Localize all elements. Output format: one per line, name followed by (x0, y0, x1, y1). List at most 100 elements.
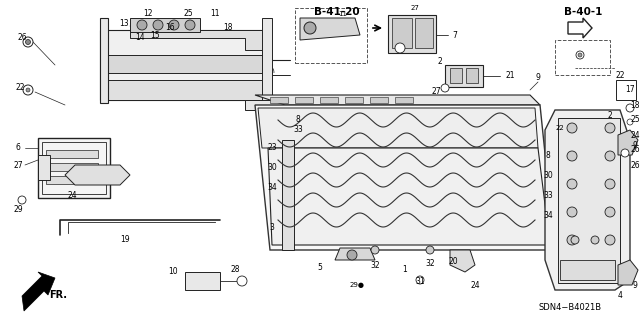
Circle shape (371, 246, 379, 254)
Polygon shape (568, 18, 592, 38)
Text: 27: 27 (13, 160, 23, 169)
Bar (558, 118, 620, 283)
Polygon shape (335, 248, 375, 260)
Circle shape (185, 20, 195, 30)
Text: B-40-1: B-40-1 (564, 7, 602, 17)
Text: 33: 33 (293, 125, 303, 135)
Bar (185, 272, 220, 290)
Text: 34: 34 (267, 183, 277, 192)
Text: 9: 9 (632, 140, 637, 150)
Text: 32: 32 (370, 261, 380, 270)
Text: 12: 12 (143, 10, 153, 19)
Text: 21: 21 (505, 71, 515, 80)
Bar (282, 140, 294, 250)
Text: 11: 11 (211, 10, 220, 19)
Text: 30: 30 (543, 170, 553, 180)
Circle shape (441, 84, 449, 92)
Text: 5: 5 (317, 263, 323, 272)
Circle shape (605, 151, 615, 161)
Circle shape (23, 85, 33, 95)
Text: 16: 16 (165, 24, 175, 33)
Bar (415, 18, 433, 48)
Text: 10: 10 (168, 268, 178, 277)
Text: 25: 25 (183, 10, 193, 19)
Bar (38, 155, 50, 180)
Circle shape (416, 276, 424, 284)
Polygon shape (320, 97, 338, 103)
Text: B-41-20: B-41-20 (314, 7, 360, 17)
Text: 33: 33 (543, 190, 553, 199)
Circle shape (627, 119, 633, 125)
Polygon shape (22, 272, 55, 311)
Circle shape (347, 250, 357, 260)
Bar (46, 176, 98, 184)
Bar (46, 150, 98, 158)
Circle shape (567, 235, 577, 245)
Polygon shape (245, 100, 285, 130)
Circle shape (237, 276, 247, 286)
Bar (102, 55, 267, 73)
Circle shape (26, 88, 30, 92)
Circle shape (578, 53, 582, 57)
Bar (42, 142, 106, 194)
Bar (262, 18, 272, 103)
Text: 22: 22 (556, 125, 564, 131)
Text: 7: 7 (452, 31, 458, 40)
Circle shape (576, 51, 584, 59)
Polygon shape (100, 80, 270, 100)
Text: 2: 2 (438, 57, 442, 66)
Circle shape (567, 151, 577, 161)
Bar (555, 40, 610, 75)
Circle shape (621, 149, 629, 157)
Polygon shape (100, 30, 270, 100)
Text: 2: 2 (607, 110, 612, 120)
Text: 29●: 29● (350, 282, 365, 288)
Polygon shape (270, 97, 288, 103)
Bar (388, 15, 436, 53)
Text: 1: 1 (403, 265, 408, 275)
Polygon shape (255, 95, 540, 105)
Bar (445, 65, 483, 87)
Text: 11: 11 (339, 11, 348, 17)
Text: 23: 23 (267, 144, 277, 152)
Circle shape (605, 207, 615, 217)
Text: 20: 20 (448, 257, 458, 266)
Circle shape (23, 37, 33, 47)
Circle shape (567, 123, 577, 133)
Text: 29: 29 (13, 204, 23, 213)
Circle shape (304, 22, 316, 34)
Text: 30: 30 (267, 164, 277, 173)
Text: 27: 27 (431, 87, 441, 97)
Text: 17: 17 (625, 85, 635, 94)
Text: 8: 8 (546, 151, 550, 160)
Bar (100, 18, 108, 103)
Polygon shape (545, 110, 630, 290)
Circle shape (169, 20, 179, 30)
Text: 13: 13 (119, 19, 129, 28)
Text: 28: 28 (230, 265, 240, 275)
Text: 32: 32 (425, 258, 435, 268)
Polygon shape (300, 18, 360, 40)
Circle shape (567, 207, 577, 217)
Polygon shape (618, 260, 638, 285)
Circle shape (605, 235, 615, 245)
Polygon shape (370, 97, 388, 103)
Text: 26: 26 (630, 145, 640, 154)
Circle shape (626, 104, 634, 112)
Text: SDN4−B4021B: SDN4−B4021B (538, 303, 602, 313)
Text: 14: 14 (135, 33, 145, 42)
Circle shape (571, 236, 579, 244)
Polygon shape (255, 105, 555, 250)
Circle shape (605, 123, 615, 133)
Circle shape (426, 246, 434, 254)
Text: 9: 9 (632, 280, 637, 290)
Bar (450, 68, 462, 83)
Polygon shape (130, 18, 200, 32)
Text: 24: 24 (470, 280, 480, 290)
Text: 31: 31 (415, 278, 425, 286)
Polygon shape (345, 97, 363, 103)
Text: 24: 24 (67, 190, 77, 199)
Circle shape (18, 196, 26, 204)
Text: 3: 3 (269, 224, 275, 233)
Text: 25: 25 (630, 115, 640, 124)
